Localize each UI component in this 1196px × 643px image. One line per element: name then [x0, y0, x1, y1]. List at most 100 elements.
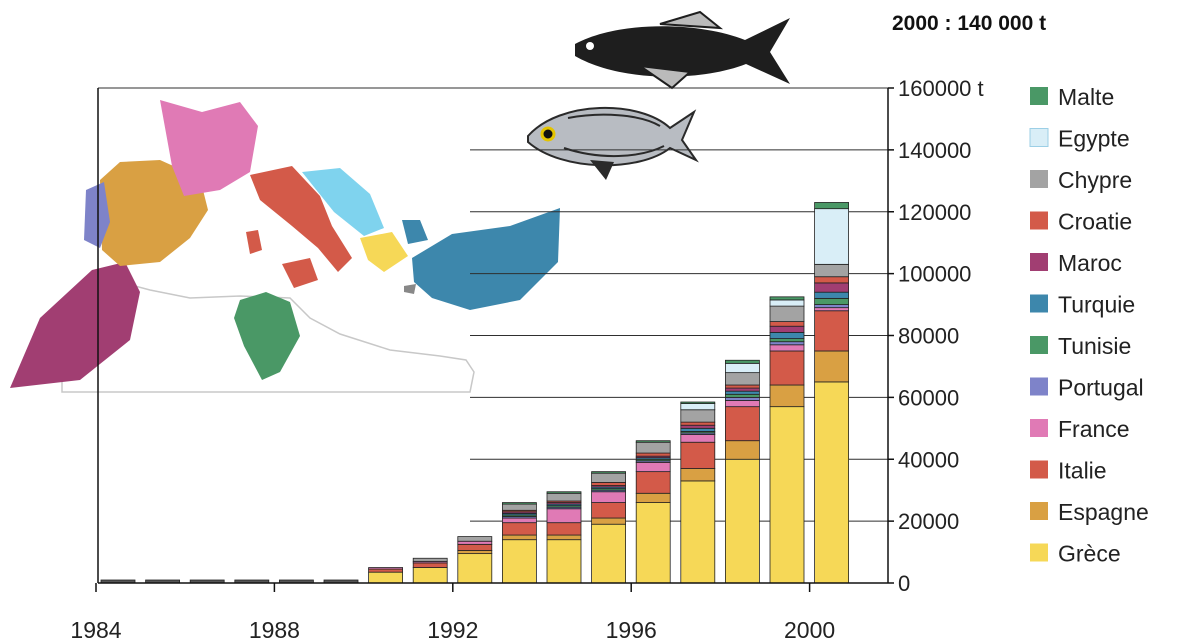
bar-segment [546, 534, 582, 541]
legend-item: Grèce [1030, 541, 1121, 567]
legend-label: Egypte [1058, 126, 1130, 152]
bar-stack [814, 202, 849, 584]
bar-segment [501, 539, 537, 584]
bar-stack [725, 359, 760, 584]
legend-label: Espagne [1058, 499, 1149, 525]
y-tick-label: 80000 [898, 324, 959, 349]
bar-segment [591, 517, 626, 525]
bar-segment [769, 325, 805, 333]
bar-stack [591, 471, 626, 584]
legend-swatch [1030, 543, 1048, 562]
horizontal-gridlines [98, 87, 888, 522]
legend-swatch [1030, 170, 1048, 188]
bar-segment [457, 543, 493, 551]
bar-stack [635, 440, 671, 584]
bar-segment [457, 540, 493, 545]
bar-segment [591, 491, 626, 503]
legend-label: Turquie [1058, 292, 1135, 318]
bar-segment [814, 310, 849, 352]
bar-stack [769, 296, 805, 584]
bar-segment [814, 307, 849, 312]
x-tick-label: 1984 [70, 617, 121, 643]
bar-segment [814, 297, 849, 305]
bar-segment [591, 472, 626, 483]
bar-segment [814, 276, 849, 284]
bar-segment [769, 296, 805, 301]
legend-swatch [1030, 253, 1048, 271]
legend-item: Chypre [1030, 167, 1132, 193]
bar-segment [814, 304, 849, 309]
bar-segment [725, 440, 760, 460]
sea-bass-icon [575, 10, 790, 90]
bar-segment [769, 406, 805, 584]
bar-segment [635, 452, 671, 457]
production-headline: 2000 : 140 000 t [892, 12, 1047, 35]
bar-segment [680, 441, 716, 469]
legend-swatch [1030, 87, 1048, 105]
bar-segment [769, 321, 805, 327]
bar-stack [546, 491, 582, 584]
y-tick-label: 160000 t [898, 76, 984, 101]
bar-segment [412, 567, 448, 584]
bar-segment [680, 480, 716, 584]
bar-segment [680, 424, 716, 429]
bar-stack [501, 502, 537, 584]
bar-stack [680, 401, 716, 584]
bar-segment [814, 282, 849, 293]
bar-segment [725, 372, 760, 386]
bar-segment [814, 208, 849, 265]
x-tick-label: 2000 [784, 617, 835, 643]
bar-segment [501, 503, 537, 511]
bar-segment [769, 338, 805, 343]
bar-segment [680, 409, 716, 423]
bar-segment [725, 396, 760, 401]
bar-segment [769, 344, 805, 352]
bar-segment [546, 491, 582, 494]
bar-segment [769, 299, 805, 307]
legend-swatch [1029, 128, 1049, 147]
legend-swatch [1030, 502, 1048, 520]
y-tick-label: 140000 [898, 138, 971, 163]
bar-segment [591, 471, 626, 474]
bar-stack [457, 536, 493, 584]
bar-segment [457, 536, 493, 542]
bar-segment [769, 305, 805, 322]
bar-segment [680, 403, 716, 411]
legend-item: Egypte [1029, 126, 1130, 152]
legend-label: Tunisie [1058, 333, 1131, 359]
bar-segment [725, 362, 760, 374]
legend-item: Portugal [1030, 375, 1144, 401]
bar-segment [725, 390, 760, 395]
bar-segment [769, 332, 805, 339]
axes: 0 20000 40000 60000 80000 100000 120000 140000 1… [70, 76, 983, 643]
chart-legend: Malte Egypte Chypre Croatie Maroc Turquie Tuni… [1029, 84, 1149, 567]
legend-swatch [1030, 460, 1048, 479]
legend-label: Chypre [1058, 167, 1132, 193]
bar-segment [546, 539, 582, 584]
bar-segment [769, 384, 805, 408]
bar-segment [635, 440, 671, 443]
bar-segment [501, 534, 537, 541]
legend-item: Croatie [1030, 209, 1132, 235]
y-tick-label: 20000 [898, 509, 959, 534]
bar-segment [501, 517, 537, 524]
bar-segment [591, 502, 626, 519]
legend-item: Espagne [1030, 499, 1149, 525]
bar-stack [412, 557, 448, 584]
y-tick-label: 60000 [898, 385, 959, 410]
legend-swatch [1030, 336, 1048, 354]
legend-label: Portugal [1058, 375, 1144, 401]
bar-segment [725, 359, 760, 364]
bar-segment [635, 471, 671, 494]
bar-segment [725, 393, 760, 398]
y-tick-label: 0 [898, 571, 910, 596]
bar-segment [680, 434, 716, 443]
y-tick-label: 120000 [898, 200, 971, 225]
legend-label: Croatie [1058, 209, 1132, 235]
legend-label: Maroc [1058, 250, 1122, 276]
bar-stacks [100, 202, 849, 584]
legend-item: Malte [1030, 84, 1114, 110]
bar-segment [725, 458, 760, 584]
legend-item: Italie [1030, 458, 1107, 484]
